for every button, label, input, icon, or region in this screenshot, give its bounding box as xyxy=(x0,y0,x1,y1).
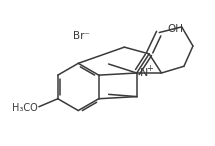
Text: Br⁻: Br⁻ xyxy=(73,31,90,41)
Text: N: N xyxy=(140,68,148,78)
Text: OH: OH xyxy=(167,24,183,34)
Text: H₃CO: H₃CO xyxy=(12,103,38,113)
Text: +: + xyxy=(146,64,153,73)
